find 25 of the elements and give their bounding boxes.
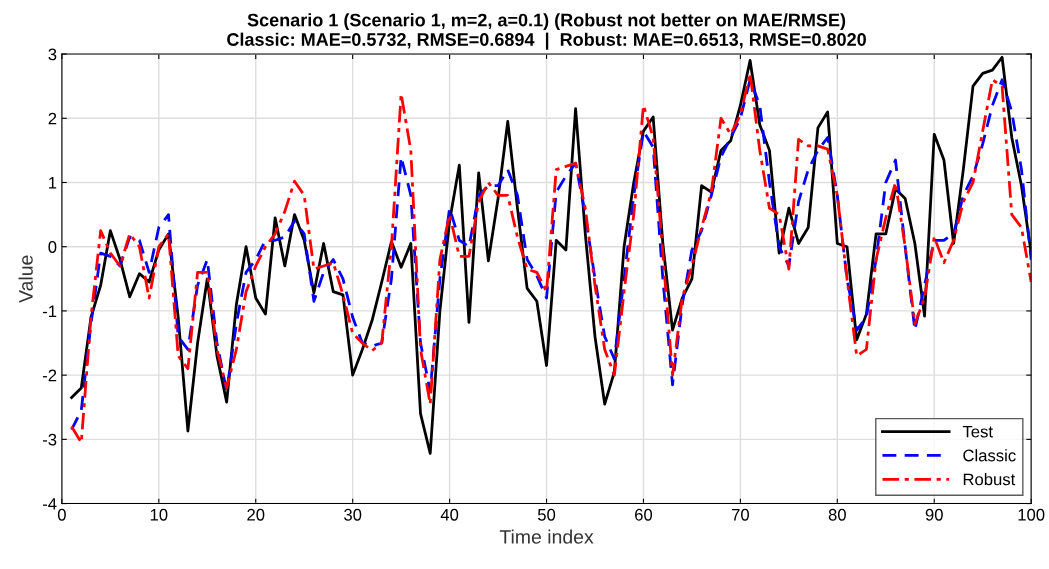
x-tick-label: 40 [440,508,459,521]
chart-title: Scenario 1 (Scenario 1, m=2, a=0.1) (Robust not better on MAE/RMSE) Classic: MAE=0.5732, RMSE=0.6894 | Robust: MAE=0.6513, RMSE=0.8020 [227,13,866,50]
legend-label: Robust [963,473,1016,486]
x-tick-label: 90 [925,508,943,521]
y-axis-title: Value [18,255,33,303]
x-tick-label: 0 [57,508,66,521]
x-axis-title: Time index [499,529,594,544]
legend-label: Classic [963,449,1016,462]
y-tick-label: -4 [42,498,57,510]
x-tick-label: 50 [537,508,556,521]
x-tick-label: 10 [150,508,168,521]
x-tick-label: 70 [731,508,749,521]
y-tick-label: -2 [42,369,57,382]
y-tick-label: 1 [49,177,57,189]
legend-label: Test [962,425,993,438]
x-tick-label: 80 [828,508,846,521]
x-tick-label: 100 [1018,508,1045,521]
x-tick-label: 30 [344,508,362,521]
x-tick-label: 60 [635,508,653,521]
y-tick-label: 2 [48,112,57,125]
y-tick-label: 0 [48,241,57,253]
y-tick-label: -3 [42,433,57,446]
y-tick-label: 3 [48,48,57,61]
x-tick-label: 20 [247,508,265,521]
y-tick-label: -1 [42,305,57,317]
